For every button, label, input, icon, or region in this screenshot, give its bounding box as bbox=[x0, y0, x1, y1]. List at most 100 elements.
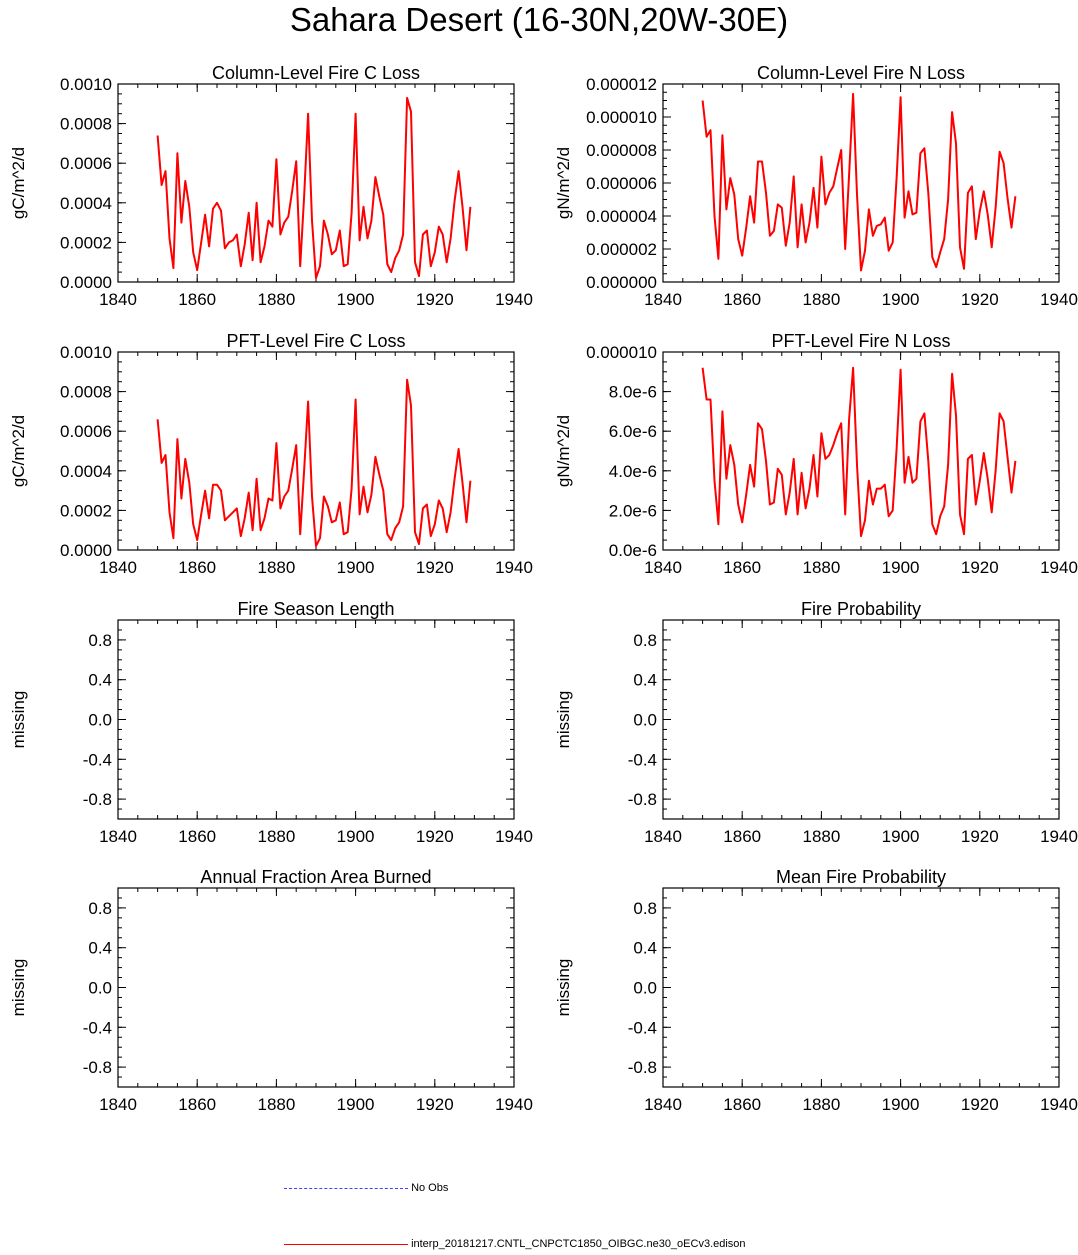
panel-title: Fire Probability bbox=[801, 599, 921, 619]
y-tick-label: -0.8 bbox=[628, 1058, 657, 1077]
y-tick-label: 0.0e-6 bbox=[609, 541, 657, 560]
y-tick-label: 0.8 bbox=[88, 631, 112, 650]
chart-fire-probability bbox=[662, 619, 1060, 820]
x-tick-label: 1880 bbox=[802, 1095, 840, 1114]
x-tick-label: 1880 bbox=[257, 558, 295, 577]
x-tick-label: 1860 bbox=[178, 1095, 216, 1114]
series-line bbox=[156, 378, 472, 547]
plot-frame bbox=[662, 619, 1060, 820]
y-tick-label: 0.4 bbox=[88, 671, 112, 690]
chart-fire-season-length bbox=[117, 619, 515, 820]
y-tick-label: 0.000008 bbox=[586, 141, 657, 160]
y-tick-label: -0.8 bbox=[628, 790, 657, 809]
chart-pft-level-fire-c-loss bbox=[117, 351, 515, 551]
y-tick-label: 0.0 bbox=[88, 711, 112, 730]
series-line bbox=[156, 96, 472, 279]
x-tick-label: 1860 bbox=[723, 827, 761, 846]
legend-label-no-obs: No Obs bbox=[411, 1182, 449, 1194]
plot-frame bbox=[117, 83, 515, 283]
x-tick-label: 1900 bbox=[882, 1095, 920, 1114]
y-tick-label: 0.0 bbox=[88, 979, 112, 998]
x-tick-label: 1900 bbox=[337, 290, 375, 309]
y-tick-label: 0.0008 bbox=[60, 115, 112, 134]
x-tick-label: 1860 bbox=[723, 1095, 761, 1114]
x-tick-label: 1860 bbox=[178, 290, 216, 309]
x-tick-label: 1860 bbox=[723, 558, 761, 577]
y-tick-label: 0.0000 bbox=[60, 273, 112, 292]
legend-swatch-solid bbox=[284, 1243, 408, 1245]
y-tick-label: 2.0e-6 bbox=[609, 501, 657, 520]
y-tick-label: 0.000000 bbox=[586, 273, 657, 292]
series-line bbox=[701, 366, 1017, 538]
x-tick-label: 1940 bbox=[1040, 1095, 1078, 1114]
x-tick-label: 1920 bbox=[416, 827, 454, 846]
y-tick-label: 4.0e-6 bbox=[609, 462, 657, 481]
chart-column-level-fire-n-loss bbox=[662, 83, 1060, 283]
y-axis-label: gC/m^2/d bbox=[9, 147, 28, 219]
y-tick-label: 0.0010 bbox=[60, 343, 112, 362]
y-tick-label: 0.0002 bbox=[60, 233, 112, 252]
chart-mean-fire-probability bbox=[662, 887, 1060, 1088]
x-tick-label: 1900 bbox=[882, 558, 920, 577]
x-tick-label: 1940 bbox=[1040, 827, 1078, 846]
x-tick-label: 1920 bbox=[416, 558, 454, 577]
y-tick-label: 0.000004 bbox=[586, 207, 657, 226]
y-tick-label: 0.0 bbox=[633, 979, 657, 998]
x-tick-label: 1880 bbox=[257, 290, 295, 309]
x-tick-label: 1880 bbox=[257, 827, 295, 846]
plot-frame bbox=[662, 887, 1060, 1088]
x-tick-label: 1900 bbox=[882, 290, 920, 309]
x-tick-label: 1840 bbox=[99, 1095, 137, 1114]
legend-swatch-dashed bbox=[284, 1187, 408, 1189]
x-tick-label: 1860 bbox=[178, 558, 216, 577]
y-axis-label: missing bbox=[554, 691, 573, 749]
x-tick-label: 1920 bbox=[416, 1095, 454, 1114]
x-tick-label: 1900 bbox=[337, 558, 375, 577]
y-tick-label: 0.000010 bbox=[586, 343, 657, 362]
y-tick-label: 6.0e-6 bbox=[609, 422, 657, 441]
x-tick-label: 1920 bbox=[416, 290, 454, 309]
y-tick-label: -0.4 bbox=[628, 750, 657, 769]
x-tick-label: 1860 bbox=[723, 290, 761, 309]
y-tick-label: -0.4 bbox=[628, 1018, 657, 1037]
x-tick-label: 1940 bbox=[495, 290, 533, 309]
legend-item-no-obs: No Obs bbox=[284, 1182, 448, 1194]
y-tick-label: 0.4 bbox=[633, 671, 657, 690]
panel-title: Column-Level Fire N Loss bbox=[757, 63, 965, 83]
x-tick-label: 1920 bbox=[961, 1095, 999, 1114]
x-tick-label: 1920 bbox=[961, 290, 999, 309]
x-tick-label: 1940 bbox=[495, 1095, 533, 1114]
y-axis-label: gC/m^2/d bbox=[9, 415, 28, 487]
panel-title: PFT-Level Fire N Loss bbox=[771, 331, 950, 351]
y-tick-label: 0.8 bbox=[633, 631, 657, 650]
y-tick-label: 0.0010 bbox=[60, 75, 112, 94]
panel-title: PFT-Level Fire C Loss bbox=[226, 331, 405, 351]
y-tick-label: 0.4 bbox=[633, 939, 657, 958]
chart-annual-fraction-area-burned bbox=[117, 887, 515, 1088]
panel-title: Annual Fraction Area Burned bbox=[200, 867, 431, 887]
x-tick-label: 1940 bbox=[495, 558, 533, 577]
plots-canvas: 1840 1860 1880 1900 1920 19400.00000.00020.00… bbox=[9, 63, 1078, 1114]
y-tick-label: 0.4 bbox=[88, 939, 112, 958]
y-tick-label: 0.0000 bbox=[60, 541, 112, 560]
x-tick-label: 1900 bbox=[882, 827, 920, 846]
y-tick-label: 0.000010 bbox=[586, 108, 657, 127]
y-tick-label: -0.8 bbox=[83, 1058, 112, 1077]
panel-title: Column-Level Fire C Loss bbox=[212, 63, 420, 83]
x-tick-label: 1880 bbox=[802, 827, 840, 846]
x-tick-label: 1860 bbox=[178, 827, 216, 846]
chart-pft-level-fire-n-loss bbox=[662, 351, 1060, 551]
y-tick-label: 0.000006 bbox=[586, 174, 657, 193]
series-line bbox=[701, 92, 1017, 272]
chart-column-level-fire-c-loss bbox=[117, 83, 515, 283]
panel-title: Mean Fire Probability bbox=[776, 867, 946, 887]
y-tick-label: 0.000012 bbox=[586, 75, 657, 94]
x-tick-label: 1880 bbox=[802, 558, 840, 577]
x-tick-label: 1840 bbox=[644, 290, 682, 309]
x-tick-label: 1940 bbox=[495, 827, 533, 846]
x-tick-label: 1880 bbox=[257, 1095, 295, 1114]
x-tick-label: 1900 bbox=[337, 1095, 375, 1114]
y-tick-label: 0.0004 bbox=[60, 194, 112, 213]
x-tick-label: 1840 bbox=[644, 558, 682, 577]
x-tick-label: 1840 bbox=[644, 1095, 682, 1114]
